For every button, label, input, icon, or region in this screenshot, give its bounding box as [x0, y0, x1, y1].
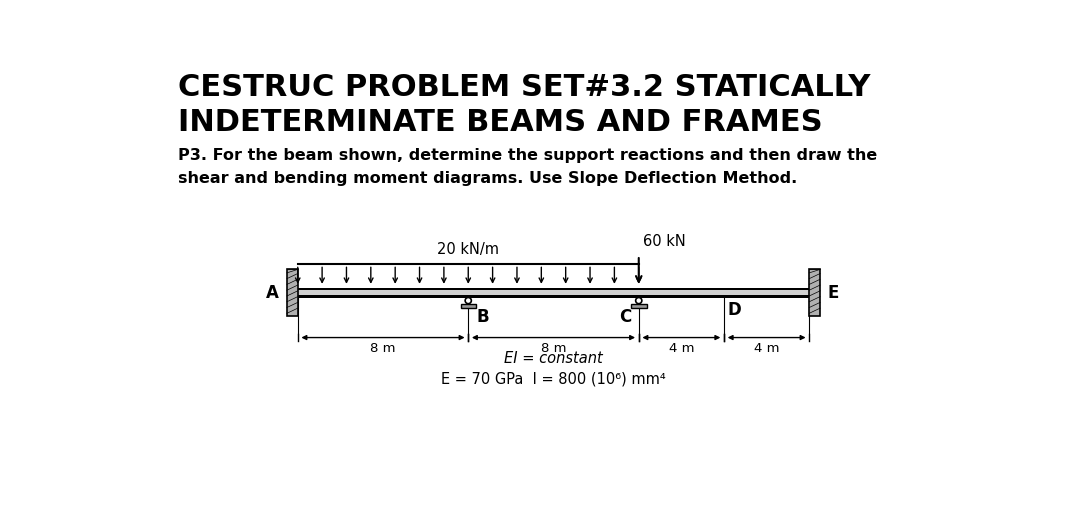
Bar: [809, 269, 820, 316]
Bar: [631, 304, 647, 308]
Text: P3. For the beam shown, determine the support reactions and then draw the: P3. For the beam shown, determine the su…: [177, 148, 877, 163]
Bar: [287, 269, 298, 316]
Text: D: D: [728, 302, 742, 319]
Text: E = 70 GPa  I = 800 (10⁶) mm⁴: E = 70 GPa I = 800 (10⁶) mm⁴: [442, 372, 665, 387]
Text: A: A: [267, 283, 279, 302]
Bar: [460, 304, 476, 308]
Text: 4 m: 4 m: [754, 342, 780, 355]
Text: C: C: [619, 308, 631, 326]
Text: 8 m: 8 m: [541, 342, 566, 355]
Circle shape: [636, 297, 642, 304]
Text: 8 m: 8 m: [370, 342, 395, 355]
Text: E: E: [828, 283, 839, 302]
Bar: [298, 288, 809, 297]
Text: 4 m: 4 m: [669, 342, 694, 355]
Circle shape: [465, 297, 471, 304]
Text: B: B: [476, 308, 488, 326]
Bar: [298, 290, 809, 295]
Text: 60 kN: 60 kN: [643, 234, 686, 249]
Text: 20 kN/m: 20 kN/m: [437, 242, 499, 257]
Text: EI = constant: EI = constant: [504, 351, 603, 366]
Text: shear and bending moment diagrams. Use Slope Deflection Method.: shear and bending moment diagrams. Use S…: [177, 171, 797, 186]
Text: INDETERMINATE BEAMS AND FRAMES: INDETERMINATE BEAMS AND FRAMES: [177, 108, 822, 136]
Text: CESTRUC PROBLEM SET#3.2 STATICALLY: CESTRUC PROBLEM SET#3.2 STATICALLY: [177, 73, 870, 102]
